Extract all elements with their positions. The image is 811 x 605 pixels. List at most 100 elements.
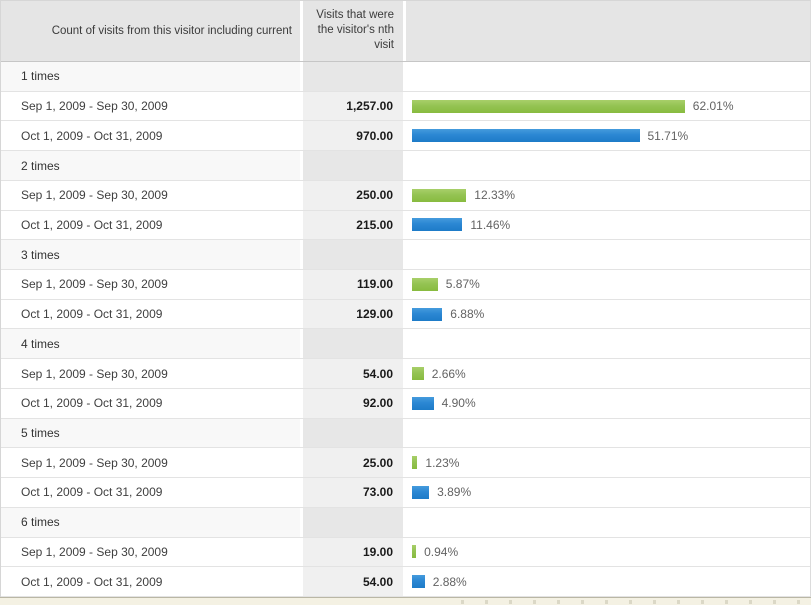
column-divider	[403, 121, 406, 151]
percent-label: 62.01%	[692, 99, 734, 114]
group-bar-cell	[406, 240, 810, 270]
percent-label: 2.88%	[432, 574, 467, 589]
percent-label: 51.71%	[647, 128, 689, 143]
column-divider	[300, 329, 303, 359]
bar-cell: 6.88%	[406, 299, 810, 329]
period-label: Sep 1, 2009 - Sep 30, 2009	[1, 359, 300, 388]
table-row: Sep 1, 2009 - Sep 30, 2009 119.00 5.87%	[1, 270, 810, 300]
column-divider	[300, 210, 303, 240]
table-row: Oct 1, 2009 - Oct 31, 2009 54.00 2.88%	[1, 567, 810, 597]
percent-bar	[412, 575, 425, 589]
percent-bar	[412, 129, 640, 143]
column-divider	[300, 151, 303, 180]
bar-cell: 1.23%	[406, 448, 810, 478]
column-divider	[403, 418, 406, 448]
group-metric-cell	[303, 151, 403, 180]
column-divider	[403, 151, 406, 180]
table-body: 1 times Sep 1, 2009 - Sep 30, 2009 1,257…	[1, 62, 810, 597]
table-header-row: Count of visits from this visitor includ…	[1, 1, 810, 62]
group-bar-cell	[406, 329, 810, 359]
group-label: 4 times	[1, 329, 300, 359]
group-metric-cell	[303, 240, 403, 270]
percent-label: 12.33%	[474, 188, 515, 203]
table-row: Sep 1, 2009 - Sep 30, 2009 54.00 2.66%	[1, 359, 810, 389]
table-row: Oct 1, 2009 - Oct 31, 2009 73.00 3.89%	[1, 478, 810, 508]
column-divider	[403, 91, 406, 121]
column-divider	[403, 1, 406, 61]
bar-cell: 62.01%	[406, 91, 810, 121]
bar-cell: 5.87%	[406, 270, 810, 299]
bar-cell: 2.88%	[406, 567, 810, 596]
column-divider	[300, 91, 303, 121]
visit-count: 25.00	[303, 448, 403, 478]
column-divider	[403, 62, 406, 91]
desktop-edge-strip	[0, 597, 811, 605]
column-divider	[300, 299, 303, 329]
percent-label: 11.46%	[470, 217, 511, 232]
column-divider	[300, 388, 303, 418]
bar-cell: 12.33%	[406, 180, 810, 210]
percent-bar	[412, 367, 424, 381]
percent-label: 5.87%	[445, 277, 480, 292]
group-label: 3 times	[1, 240, 300, 270]
period-label: Oct 1, 2009 - Oct 31, 2009	[1, 121, 300, 151]
column-divider	[300, 62, 303, 91]
group-metric-cell	[303, 418, 403, 448]
percent-label: 3.89%	[437, 485, 472, 500]
visit-count: 215.00	[303, 210, 403, 240]
table-row: Oct 1, 2009 - Oct 31, 2009 970.00 51.71%	[1, 121, 810, 152]
group-metric-cell	[303, 62, 403, 91]
table-row: Sep 1, 2009 - Sep 30, 2009 250.00 12.33%	[1, 180, 810, 211]
table-row: Sep 1, 2009 - Sep 30, 2009 25.00 1.23%	[1, 448, 810, 479]
visit-count: 92.00	[303, 388, 403, 418]
group-metric-cell	[303, 329, 403, 359]
column-divider	[403, 299, 406, 329]
visit-count: 970.00	[303, 121, 403, 151]
group-label: 1 times	[1, 62, 300, 91]
column-header-nth-visit: Visits that were the visitor's nth visit	[303, 1, 403, 61]
period-label: Sep 1, 2009 - Sep 30, 2009	[1, 537, 300, 567]
group-metric-cell	[303, 507, 403, 537]
column-divider	[403, 210, 406, 240]
column-header-bar-area	[406, 1, 810, 61]
percent-bar	[412, 485, 430, 499]
percent-label: 6.88%	[450, 307, 485, 322]
column-divider	[300, 478, 303, 507]
column-divider	[300, 418, 303, 448]
column-divider	[403, 567, 406, 596]
percent-label: 4.90%	[441, 396, 476, 411]
visit-count: 19.00	[303, 537, 403, 567]
percent-label: 0.94%	[424, 544, 459, 559]
group-label: 2 times	[1, 151, 300, 180]
group-bar-cell	[406, 507, 810, 537]
percent-label: 1.23%	[425, 455, 460, 470]
percent-bar	[412, 396, 434, 410]
period-label: Oct 1, 2009 - Oct 31, 2009	[1, 210, 300, 240]
table-row: Sep 1, 2009 - Sep 30, 2009 1,257.00 62.0…	[1, 91, 810, 122]
percent-bar	[412, 456, 418, 470]
group-header-row: 1 times	[1, 62, 810, 92]
column-divider	[300, 359, 303, 388]
column-divider	[403, 537, 406, 567]
group-bar-cell	[406, 62, 810, 91]
bar-cell: 3.89%	[406, 478, 810, 507]
group-header-row: 4 times	[1, 329, 810, 360]
percent-bar	[412, 545, 417, 559]
table-row: Oct 1, 2009 - Oct 31, 2009 92.00 4.90%	[1, 388, 810, 419]
period-label: Oct 1, 2009 - Oct 31, 2009	[1, 567, 300, 596]
group-header-row: 3 times	[1, 240, 810, 271]
column-divider	[300, 567, 303, 596]
column-header-visit-count: Count of visits from this visitor includ…	[1, 1, 300, 61]
percent-bar	[412, 307, 443, 321]
percent-bar	[412, 277, 438, 291]
table-row: Oct 1, 2009 - Oct 31, 2009 215.00 11.46%	[1, 210, 810, 241]
column-divider	[300, 448, 303, 478]
visit-count: 1,257.00	[303, 91, 403, 121]
period-label: Sep 1, 2009 - Sep 30, 2009	[1, 270, 300, 299]
percent-bar	[412, 188, 467, 202]
period-label: Sep 1, 2009 - Sep 30, 2009	[1, 448, 300, 478]
visit-count: 119.00	[303, 270, 403, 299]
column-divider	[300, 507, 303, 537]
column-divider	[300, 121, 303, 151]
